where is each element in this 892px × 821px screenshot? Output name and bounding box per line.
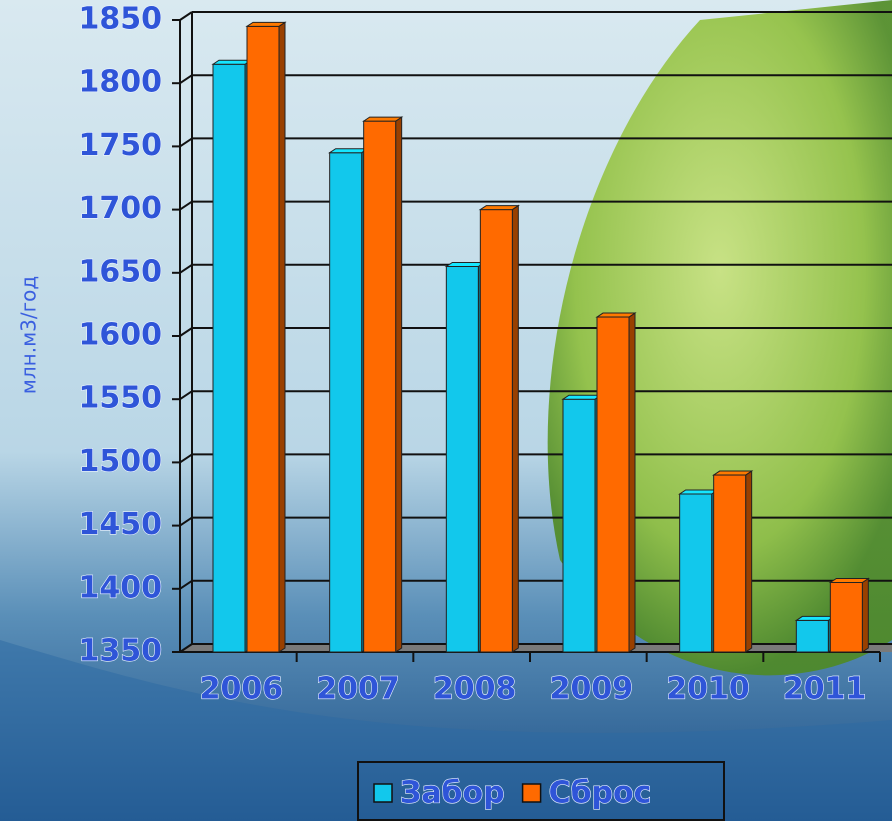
- y-tick-label: 1800: [79, 65, 163, 100]
- x-tick-label: 2007: [316, 672, 400, 707]
- bar: [364, 121, 396, 652]
- y-tick-label: 1600: [79, 318, 163, 353]
- bar-top: [446, 262, 484, 266]
- bar-side: [746, 471, 752, 652]
- bar: [597, 317, 629, 652]
- bar-top: [597, 313, 635, 317]
- bar: [796, 620, 828, 652]
- bar-top: [213, 60, 251, 64]
- floor: [180, 644, 892, 652]
- bar-top: [480, 206, 518, 210]
- bar: [563, 399, 595, 652]
- bar: [480, 210, 512, 652]
- x-tick-label: 2010: [666, 672, 750, 707]
- bar-top: [830, 578, 868, 582]
- bar: [247, 26, 279, 652]
- bar: [446, 266, 478, 652]
- y-tick-label: 1400: [79, 570, 163, 605]
- y-tick-label: 1500: [79, 444, 163, 479]
- bar-top: [796, 616, 834, 620]
- legend-swatch: [374, 784, 392, 802]
- bar-top: [364, 117, 402, 121]
- bar: [213, 64, 245, 652]
- y-tick-label: 1350: [79, 634, 163, 669]
- bar: [830, 582, 862, 652]
- legend-label: Забор: [400, 776, 505, 811]
- bar-side: [629, 313, 635, 652]
- x-tick-label: 2008: [433, 672, 517, 707]
- x-tick-label: 2011: [783, 672, 867, 707]
- bar-top: [680, 490, 718, 494]
- bar: [714, 475, 746, 652]
- bar-top: [714, 471, 752, 475]
- bar: [330, 153, 362, 652]
- chart: млн.м3/год 1350 1400 1450 1500 1550 1600 1650 1…: [0, 0, 892, 821]
- y-tick-label: 1750: [79, 128, 163, 163]
- x-tick-label: 2006: [200, 672, 284, 707]
- y-tick-label: 1450: [79, 507, 163, 542]
- legend-label: Сброс: [549, 776, 652, 811]
- bar-top: [330, 149, 368, 153]
- y-tick-label: 1850: [79, 2, 163, 37]
- legend-swatch: [523, 784, 541, 802]
- bar-side: [512, 206, 518, 652]
- bar-top: [563, 395, 601, 399]
- y-axis-title: млн.м3/год: [17, 276, 41, 394]
- y-tick-label: 1550: [79, 381, 163, 416]
- bar-side: [396, 117, 402, 652]
- bar-side: [862, 578, 868, 652]
- y-tick-label: 1650: [79, 254, 163, 289]
- bar: [680, 494, 712, 652]
- x-tick-label: 2009: [550, 672, 634, 707]
- bar-side: [279, 22, 285, 652]
- bar-top: [247, 22, 285, 26]
- y-tick-label: 1700: [79, 191, 163, 226]
